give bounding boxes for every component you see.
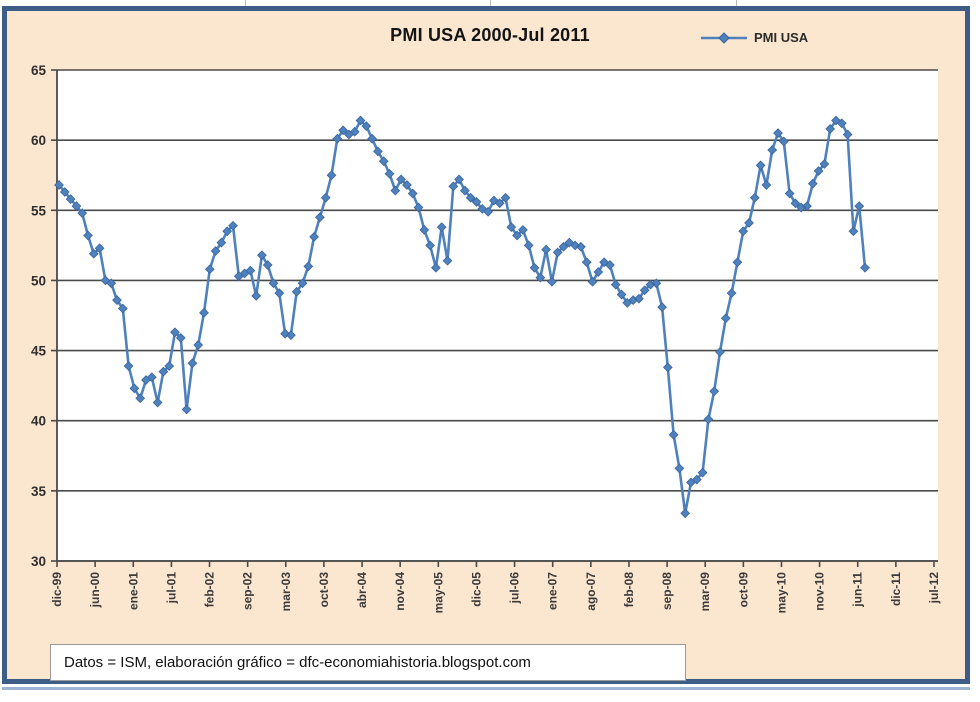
x-axis-label: jul-06 [508, 572, 522, 605]
x-axis-label: mar-03 [279, 572, 293, 612]
legend-label: PMI USA [754, 30, 809, 45]
x-axis-label: feb-08 [622, 572, 636, 608]
x-axis-label: feb-02 [203, 572, 217, 608]
x-axis-label: ene-01 [126, 572, 140, 610]
y-axis-label: 30 [31, 554, 46, 569]
x-axis-label: dic-05 [469, 572, 483, 607]
x-axis-label: may-10 [774, 572, 788, 614]
strip-tick [490, 0, 491, 6]
strip-tick [245, 0, 246, 6]
top-edge-strip [0, 0, 980, 6]
x-axis-label: may-05 [431, 572, 445, 614]
x-axis-label: sep-02 [241, 572, 255, 610]
strip-tick [736, 0, 737, 6]
x-axis-label: dic-11 [889, 572, 903, 606]
source-note-box: Datos = ISM, elaboración gráfico = dfc-e… [50, 644, 686, 681]
x-axis-label: sep-08 [660, 572, 674, 610]
legend-line-marker-icon [701, 31, 747, 44]
x-axis-label: ene-07 [546, 572, 560, 610]
y-axis-label: 60 [31, 133, 46, 148]
y-axis-label: 45 [31, 344, 47, 359]
x-axis-label: jul-12 [927, 572, 941, 605]
x-axis-label: jul-01 [164, 572, 178, 605]
x-axis-label: abr-04 [355, 572, 369, 608]
x-axis-label: nov-10 [813, 572, 827, 611]
x-axis-label: jun-11 [851, 572, 865, 608]
data-point-markers [54, 115, 870, 519]
x-axis-label: nov-04 [393, 572, 407, 611]
x-axis-label: ago-07 [584, 572, 598, 611]
legend: PMI USA [700, 30, 808, 45]
chart-title: PMI USA 2000-Jul 2011 [390, 25, 590, 45]
plot-area [57, 70, 938, 561]
x-axis-label: oct-03 [317, 572, 331, 608]
y-axis-label: 55 [31, 203, 47, 218]
y-axis-label: 65 [31, 63, 47, 78]
x-axis-label: dic-99 [50, 572, 64, 607]
x-axis-label: jun-00 [88, 572, 102, 609]
y-axis-label: 50 [31, 273, 46, 288]
frame-bottom-accent [2, 687, 970, 690]
x-axis-label: oct-09 [736, 572, 750, 608]
y-axis-label: 40 [31, 414, 46, 429]
x-axis-label: mar-09 [698, 572, 712, 612]
y-axis-label: 35 [31, 484, 47, 499]
source-note-text: Datos = ISM, elaboración gráfico = dfc-e… [64, 654, 531, 671]
